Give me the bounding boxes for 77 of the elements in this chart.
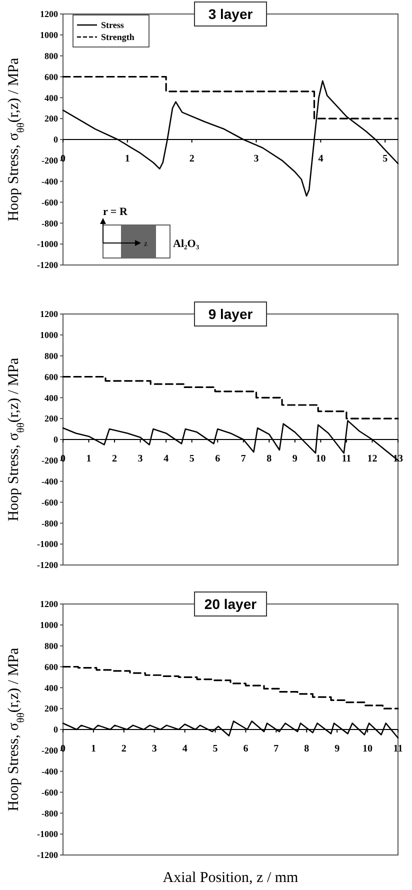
- x-tick-label: 7: [274, 744, 279, 754]
- x-tick-label: 3: [254, 154, 259, 164]
- y-tick-label: 0: [54, 134, 58, 145]
- line-series: [62, 80, 399, 197]
- x-tick-label: 10: [362, 744, 373, 754]
- x-tick-label: 4: [164, 454, 169, 464]
- x-tick-label: 5: [189, 454, 194, 464]
- y-tick-label: 1000: [40, 330, 58, 340]
- x-tick-label: 6: [243, 744, 248, 754]
- x-tick-label: 4: [182, 744, 188, 754]
- y-tick-label: 600: [44, 662, 58, 672]
- y-tick-label: -1200: [37, 560, 58, 570]
- x-tick-label: 5: [212, 744, 218, 754]
- chart-title: 3 layer: [208, 6, 254, 22]
- x-tick-label: 11: [342, 454, 352, 464]
- y-tick-label: 200: [44, 704, 58, 714]
- y-tick-label: -1200: [37, 850, 58, 860]
- y-tick-label: -1000: [37, 539, 58, 550]
- y-tick-label: 1200: [40, 9, 58, 20]
- legend-label: Strength: [101, 32, 134, 42]
- y-tick-label: 600: [44, 72, 58, 82]
- x-tick-label: 5: [382, 154, 388, 164]
- x-tick-label: 9: [292, 454, 298, 464]
- x-tick-label: 1: [86, 454, 92, 464]
- line-series: [62, 720, 399, 739]
- x-tick-label: 3: [138, 454, 143, 464]
- y-tick-label: -400: [42, 766, 58, 776]
- y-tick-label: 1200: [40, 309, 58, 320]
- y-tick-label: 400: [44, 92, 58, 103]
- x-tick-label: 2: [112, 454, 118, 464]
- y-tick-label: -400: [42, 476, 58, 486]
- y-tick-label: -800: [42, 218, 58, 228]
- x-tick-label: 2: [121, 744, 126, 754]
- y-tick-label: 200: [44, 114, 58, 124]
- y-tick-label: -800: [42, 518, 58, 528]
- x-tick-label: 8: [304, 744, 310, 754]
- chart-title: 9 layer: [208, 306, 254, 322]
- legend-label: Stress: [101, 20, 124, 30]
- y-tick-label: 400: [44, 392, 58, 403]
- y-tick-label: 800: [44, 350, 58, 361]
- y-tick-label: 0: [54, 434, 58, 445]
- x-tick-label: 9: [334, 744, 340, 754]
- y-tick-label: -1200: [37, 260, 58, 270]
- y-tick-label: 600: [44, 372, 58, 382]
- x-tick-label: 4: [318, 154, 324, 164]
- y-tick-label: 1000: [40, 620, 58, 630]
- y-tick-label: -600: [42, 497, 58, 508]
- y-tick-label: 800: [44, 640, 58, 651]
- y-tick-label: -800: [42, 808, 58, 818]
- chart-title: 20 layer: [204, 596, 258, 612]
- annotation: r = R: [103, 206, 128, 218]
- x-axis-title: Axial Position, z / mm: [162, 870, 299, 886]
- y-tick-label: 0: [54, 724, 58, 735]
- x-tick-label: 7: [240, 454, 246, 464]
- y-tick-label: 200: [44, 414, 58, 424]
- y-tick-label: -400: [42, 176, 58, 186]
- annotation: z: [144, 239, 148, 248]
- y-tick-label: -200: [42, 156, 58, 166]
- y-tick-label: -200: [42, 456, 58, 466]
- x-tick-label: 3: [152, 744, 157, 754]
- y-tick-label: 1200: [40, 599, 58, 610]
- y-tick-label: -1000: [37, 239, 58, 250]
- y-tick-label: -200: [42, 746, 58, 756]
- x-tick-label: 8: [266, 454, 272, 464]
- y-tick-label: -600: [42, 197, 58, 208]
- x-tick-label: 12: [367, 454, 378, 464]
- y-tick-label: 800: [44, 50, 58, 61]
- y-tick-label: -600: [42, 787, 58, 798]
- x-tick-label: 1: [124, 154, 130, 164]
- y-tick-label: -1000: [37, 829, 58, 840]
- x-tick-label: 2: [189, 154, 194, 164]
- x-tick-label: 6: [215, 454, 220, 464]
- y-tick-label: 1000: [40, 30, 58, 40]
- y-tick-label: 400: [44, 682, 58, 693]
- x-tick-label: 1: [90, 744, 96, 754]
- x-tick-label: 10: [316, 454, 326, 464]
- annotation: Al₂O₃: [173, 238, 200, 250]
